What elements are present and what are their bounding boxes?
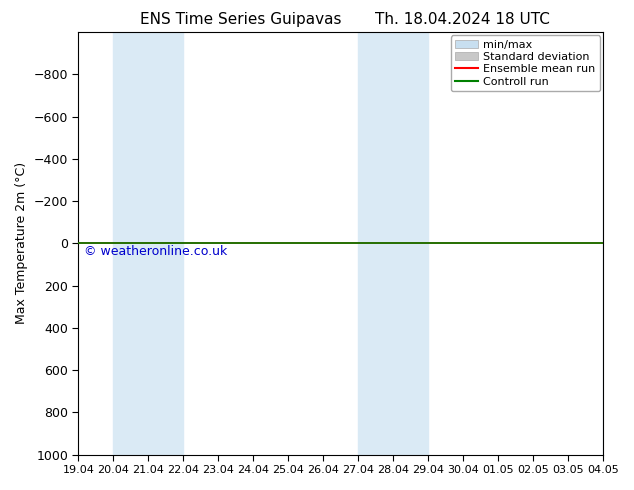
Bar: [358, 32, 428, 455]
Y-axis label: Max Temperature 2m (°C): Max Temperature 2m (°C): [15, 162, 28, 324]
Bar: [603, 32, 634, 455]
Legend: min/max, Standard deviation, Ensemble mean run, Controll run: min/max, Standard deviation, Ensemble me…: [451, 35, 600, 91]
Text: ENS Time Series Guipavas: ENS Time Series Guipavas: [140, 12, 342, 27]
Text: Th. 18.04.2024 18 UTC: Th. 18.04.2024 18 UTC: [375, 12, 550, 27]
Bar: [113, 32, 183, 455]
Text: © weatheronline.co.uk: © weatheronline.co.uk: [84, 245, 227, 259]
